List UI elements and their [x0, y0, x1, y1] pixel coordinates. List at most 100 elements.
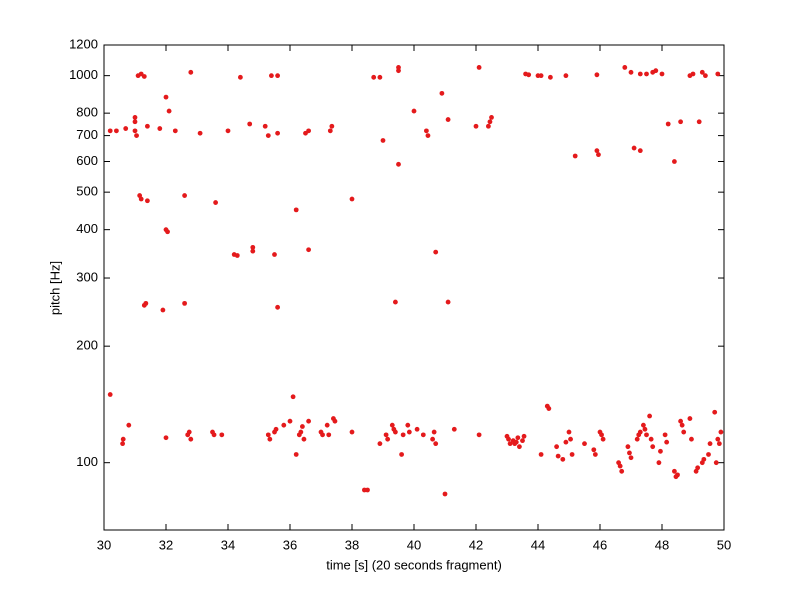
- point: [160, 307, 166, 313]
- point: [281, 422, 287, 428]
- point: [718, 429, 724, 435]
- point: [659, 71, 665, 77]
- point: [439, 90, 445, 96]
- point: [672, 468, 677, 474]
- point: [713, 460, 719, 466]
- point: [568, 436, 573, 442]
- point: [420, 432, 426, 438]
- point: [329, 123, 335, 129]
- point: [506, 436, 511, 442]
- point: [548, 74, 553, 80]
- point: [627, 450, 632, 456]
- point: [715, 436, 721, 442]
- point: [716, 441, 722, 447]
- point: [665, 121, 671, 127]
- point: [644, 71, 649, 77]
- point: [145, 198, 150, 204]
- y-tick-label: 200: [76, 338, 98, 353]
- point: [414, 426, 420, 432]
- point: [349, 196, 355, 202]
- x-tick-label: 32: [159, 537, 173, 552]
- point: [371, 74, 377, 80]
- y-tick-label: 1200: [69, 36, 98, 51]
- point: [120, 436, 126, 442]
- point: [269, 73, 274, 79]
- point: [273, 426, 279, 432]
- point: [642, 426, 648, 432]
- point: [219, 432, 225, 438]
- point: [662, 432, 668, 438]
- point: [349, 429, 355, 435]
- point: [383, 432, 389, 438]
- point: [513, 439, 519, 445]
- y-tick-label: 1000: [69, 67, 98, 82]
- point: [560, 456, 566, 462]
- point: [377, 441, 383, 447]
- point: [306, 247, 311, 253]
- point: [644, 432, 649, 438]
- point: [400, 432, 406, 438]
- point: [631, 145, 637, 151]
- point: [619, 468, 625, 474]
- point: [653, 68, 659, 74]
- point: [365, 487, 370, 493]
- point: [132, 128, 138, 134]
- point: [563, 73, 569, 79]
- point: [300, 424, 305, 429]
- x-tick-label: 36: [283, 537, 297, 552]
- point: [656, 460, 662, 466]
- point: [507, 441, 513, 447]
- point: [172, 128, 178, 134]
- point: [637, 148, 643, 154]
- point: [566, 429, 572, 435]
- point: [695, 465, 701, 471]
- y-tick-label: 500: [76, 184, 98, 199]
- point: [324, 422, 330, 428]
- point: [715, 71, 721, 77]
- x-tick-label: 50: [717, 537, 731, 552]
- point: [706, 452, 711, 457]
- point: [600, 436, 606, 442]
- point: [163, 435, 169, 441]
- point: [582, 441, 587, 447]
- point: [707, 441, 713, 447]
- point: [275, 130, 280, 136]
- point: [396, 68, 401, 74]
- point: [186, 429, 192, 435]
- point: [145, 123, 150, 129]
- point: [425, 133, 431, 138]
- point: [690, 71, 696, 77]
- x-tick-label: 38: [345, 537, 359, 552]
- point: [445, 299, 451, 305]
- point: [592, 452, 598, 457]
- point: [134, 133, 139, 138]
- point: [166, 108, 172, 114]
- point: [306, 128, 311, 134]
- point: [433, 441, 439, 447]
- point: [699, 69, 705, 75]
- x-tick-label: 48: [655, 537, 669, 552]
- point: [211, 432, 217, 438]
- x-axis-label: time [s] (20 seconds fragment): [326, 557, 502, 572]
- point: [107, 392, 113, 397]
- point: [658, 448, 663, 454]
- point: [442, 491, 448, 497]
- point: [389, 422, 395, 428]
- y-tick-label: 100: [76, 454, 98, 469]
- point: [114, 128, 119, 134]
- point: [165, 229, 170, 235]
- point: [555, 453, 561, 459]
- x-tick-label: 40: [407, 537, 421, 552]
- point: [182, 300, 188, 306]
- point: [267, 436, 273, 442]
- point: [141, 74, 147, 79]
- point: [473, 123, 479, 129]
- point: [431, 429, 437, 435]
- point: [396, 161, 401, 167]
- x-tick-label: 42: [469, 537, 483, 552]
- point: [272, 252, 277, 257]
- point: [664, 439, 670, 445]
- y-tick-label: 800: [76, 105, 98, 120]
